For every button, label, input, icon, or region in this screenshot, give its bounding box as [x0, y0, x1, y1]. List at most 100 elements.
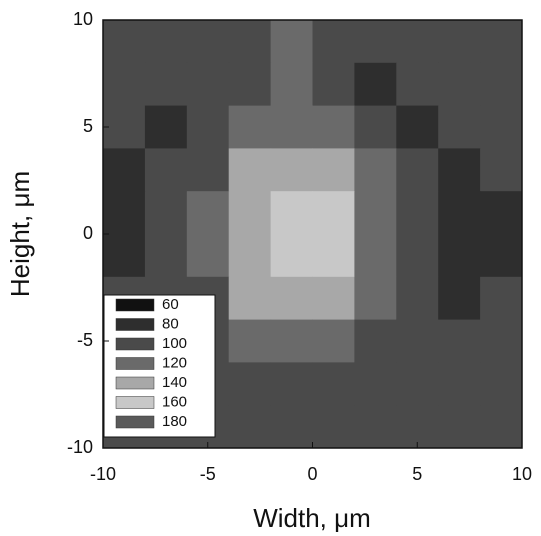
heatmap-cell: [396, 20, 439, 64]
y-tick-label: -5: [77, 330, 93, 350]
x-axis-title: Width, μm: [253, 503, 371, 533]
heatmap-cell: [103, 234, 146, 278]
x-tick-label: -10: [90, 464, 116, 484]
heatmap-cell: [480, 234, 523, 278]
legend-label: 60: [162, 296, 179, 313]
heatmap-cell: [270, 191, 313, 235]
heatmap-cell: [438, 20, 481, 64]
heatmap-cell: [312, 319, 355, 363]
heatmap-cells: [103, 20, 523, 449]
legend-label: 160: [162, 393, 187, 410]
heatmap-cell: [270, 105, 313, 149]
heatmap-cell: [186, 20, 230, 64]
heatmap-cell: [480, 148, 523, 192]
heatmap-cell: [396, 62, 439, 107]
heatmap-cell: [312, 276, 355, 321]
heatmap-cell: [438, 105, 481, 149]
y-tick-label: 5: [83, 116, 93, 136]
heatmap-cell: [354, 20, 397, 64]
heatmap-cell: [354, 105, 397, 149]
legend-swatch: [115, 337, 155, 351]
heatmap-cell: [228, 105, 272, 149]
heatmap-cell: [228, 191, 272, 235]
heatmap-cell: [438, 276, 481, 321]
heatmap-cell: [186, 234, 230, 278]
heatmap-cell: [270, 148, 313, 192]
heatmap-cell: [354, 62, 397, 107]
x-tick-label: 5: [412, 464, 422, 484]
heatmap-cell: [270, 276, 313, 321]
heatmap-cell: [144, 234, 188, 278]
heatmap-cell: [312, 362, 355, 406]
heatmap-cell: [480, 319, 523, 363]
heatmap-cell: [354, 191, 397, 235]
heatmap-cell: [228, 276, 272, 321]
heatmap-cell: [396, 191, 439, 235]
x-tick-label: 10: [512, 464, 532, 484]
heatmap-cell: [228, 362, 272, 406]
legend-label: 120: [162, 354, 187, 371]
legend-swatch: [115, 376, 155, 390]
heatmap-cell: [438, 234, 481, 278]
heatmap-cell: [144, 62, 188, 107]
legend-swatch: [115, 298, 155, 312]
heatmap-cell: [396, 362, 439, 406]
heatmap-cell: [354, 362, 397, 406]
heatmap-cell: [270, 319, 313, 363]
heatmap-cell: [186, 62, 230, 107]
heatmap-cell: [396, 105, 439, 149]
heatmap-cell: [480, 362, 523, 406]
heatmap-cell: [228, 405, 272, 449]
heatmap-cell: [480, 20, 523, 64]
heatmap-cell: [438, 362, 481, 406]
heatmap-cell: [103, 20, 146, 64]
heatmap-cell: [186, 191, 230, 235]
legend-label: 180: [162, 413, 187, 430]
x-tick-label: -5: [200, 464, 216, 484]
heatmap-cell: [228, 234, 272, 278]
heatmap-cell: [480, 405, 523, 449]
heatmap-cell: [270, 362, 313, 406]
heatmap-cell: [438, 191, 481, 235]
x-tick-label: 0: [307, 464, 317, 484]
heatmap-cell: [312, 405, 355, 449]
heatmap-cell: [312, 105, 355, 149]
heatmap-cell: [396, 234, 439, 278]
heatmap-cell: [312, 62, 355, 107]
heatmap-cell: [228, 148, 272, 192]
legend-label: 100: [162, 335, 187, 352]
y-axis-title: Height, μm: [5, 171, 35, 297]
heatmap-cell: [186, 148, 230, 192]
heatmap-cell: [312, 20, 355, 64]
heatmap-cell: [396, 276, 439, 321]
heatmap-cell: [438, 405, 481, 449]
heatmap-cell: [480, 276, 523, 321]
heatmap-cell: [270, 234, 313, 278]
heatmap-cell: [354, 276, 397, 321]
heatmap-cell: [103, 62, 146, 107]
legend-swatch: [115, 318, 155, 331]
heatmap-cell: [312, 148, 355, 192]
legend-label: 80: [162, 315, 179, 332]
heatmap-cell: [480, 62, 523, 107]
heatmap-cell: [312, 234, 355, 278]
heatmap-cell: [396, 405, 439, 449]
heatmap-cell: [103, 191, 146, 235]
heatmap-cell: [144, 191, 188, 235]
heatmap-cell: [396, 148, 439, 192]
y-tick-label: -10: [67, 437, 93, 457]
heatmap-cell: [438, 319, 481, 363]
legend-label: 140: [162, 374, 187, 391]
heatmap-cell: [103, 148, 146, 192]
y-tick-label: 0: [83, 223, 93, 243]
heatmap-cell: [103, 105, 146, 149]
heatmap-cell: [144, 20, 188, 64]
heatmap-cell: [480, 191, 523, 235]
legend-swatch: [115, 415, 155, 429]
legend-swatch: [115, 357, 155, 370]
heatmap-cell: [396, 319, 439, 363]
heatmap-cell: [228, 20, 272, 64]
heatmap-cell: [354, 405, 397, 449]
heatmap-cell: [186, 105, 230, 149]
heatmap-cell: [144, 148, 188, 192]
